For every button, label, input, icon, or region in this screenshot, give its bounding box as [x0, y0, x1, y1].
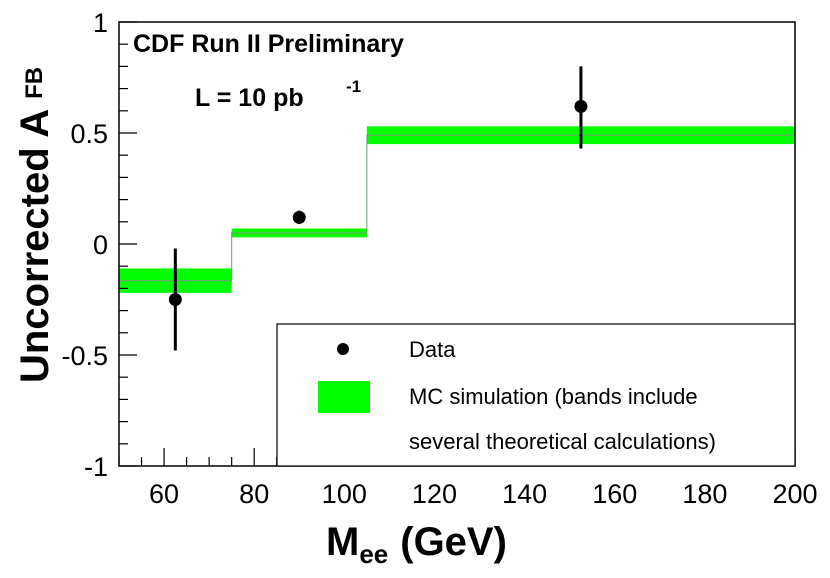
- data-point-0: [168, 293, 182, 306]
- legend-label-mc-line2: several theoretical calculations): [409, 429, 716, 454]
- data-point-2: [574, 99, 588, 113]
- x-tick-label: 140: [502, 479, 547, 509]
- y-tick-label: 0: [93, 230, 108, 260]
- data-points: [168, 66, 588, 351]
- luminosity-exponent: -1: [346, 77, 361, 96]
- y-tick-label: -0.5: [61, 341, 108, 371]
- y-axis-title-main: Uncorrected A: [13, 109, 57, 383]
- x-tick-label: 60: [149, 479, 179, 509]
- x-axis-title-main: M: [326, 520, 359, 564]
- legend-label-mc-line1: MC simulation (bands include: [409, 384, 698, 409]
- x-axis-title-rest: (GeV): [400, 520, 507, 564]
- y-tick-label: 1: [93, 8, 108, 38]
- legend-label-data: Data: [409, 337, 456, 362]
- luminosity-label: L = 10 pb: [195, 84, 304, 112]
- experiment-label: CDF Run II Preliminary: [133, 30, 404, 58]
- mc-bands: [119, 126, 795, 293]
- x-tick-label: 200: [772, 479, 817, 509]
- x-tick-label: 80: [239, 479, 269, 509]
- x-tick-label: 120: [412, 479, 457, 509]
- y-tick-label: -1: [84, 452, 108, 482]
- legend: Data MC simulation (bands include severa…: [276, 323, 796, 467]
- data-point-1: [292, 210, 306, 224]
- legend-data-marker: [337, 343, 349, 355]
- x-tick-label: 180: [682, 479, 727, 509]
- x-tick-label: 160: [592, 479, 637, 509]
- x-axis-title-sub: ee: [359, 539, 388, 569]
- legend-mc-swatch: [318, 381, 370, 413]
- x-tick-label: 100: [322, 479, 367, 509]
- y-tick-label: 0.5: [70, 119, 108, 149]
- y-axis-title: Uncorrected A FB: [13, 67, 57, 383]
- y-axis-title-sub: FB: [21, 67, 48, 99]
- x-axis-title: Mee (GeV): [326, 520, 507, 569]
